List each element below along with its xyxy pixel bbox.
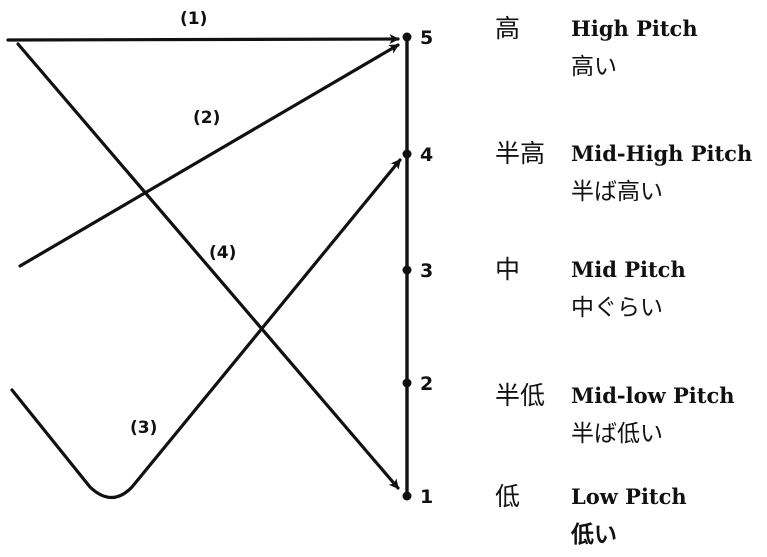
pitch-english-label: Low Pitch xyxy=(571,484,687,509)
scale-dot-level-2 xyxy=(402,378,412,388)
pitch-english-label: Mid Pitch xyxy=(571,257,686,282)
scale-dot-level-4 xyxy=(402,149,412,159)
scale-level-label: 4 xyxy=(420,144,433,166)
pitch-english-label: Mid-High Pitch xyxy=(571,141,753,166)
contour-3-line xyxy=(10,158,402,500)
contour-4-label: (4) xyxy=(209,243,236,263)
contour-2-line xyxy=(18,43,400,268)
contour-1-label: (1) xyxy=(180,9,207,29)
pitch-cjk-label: 中 xyxy=(495,255,521,284)
pitch-cjk-label: 半高 xyxy=(495,139,546,168)
contour-1-line xyxy=(6,34,400,45)
pitch-cjk-label: 高 xyxy=(495,14,521,43)
contour-4-line xyxy=(16,42,400,490)
pitch-japanese-label: 半ば高い xyxy=(571,179,663,205)
scale-dot-level-5 xyxy=(402,32,412,42)
pitch-cjk-label: 半低 xyxy=(495,381,546,410)
pitch-japanese-label: 低い xyxy=(571,522,617,548)
scale-dot-level-3 xyxy=(402,265,412,275)
scale-level-label: 2 xyxy=(420,373,433,395)
pitch-english-label: High Pitch xyxy=(571,16,698,41)
scale-level-label: 3 xyxy=(420,260,433,282)
scale-level-label: 5 xyxy=(420,27,433,49)
contour-2-label: (2) xyxy=(193,108,220,128)
pitch-japanese-label: 半ば低い xyxy=(571,421,663,447)
contour-3-label: (3) xyxy=(130,418,157,438)
pitch-cjk-label: 低 xyxy=(495,482,521,511)
scale-level-label: 1 xyxy=(420,486,433,508)
pitch-english-label: Mid-low Pitch xyxy=(571,383,735,408)
scale-dot-level-1 xyxy=(402,491,412,501)
pitch-japanese-label: 高い xyxy=(571,54,617,80)
pitch-japanese-label: 中ぐらい xyxy=(571,295,663,321)
